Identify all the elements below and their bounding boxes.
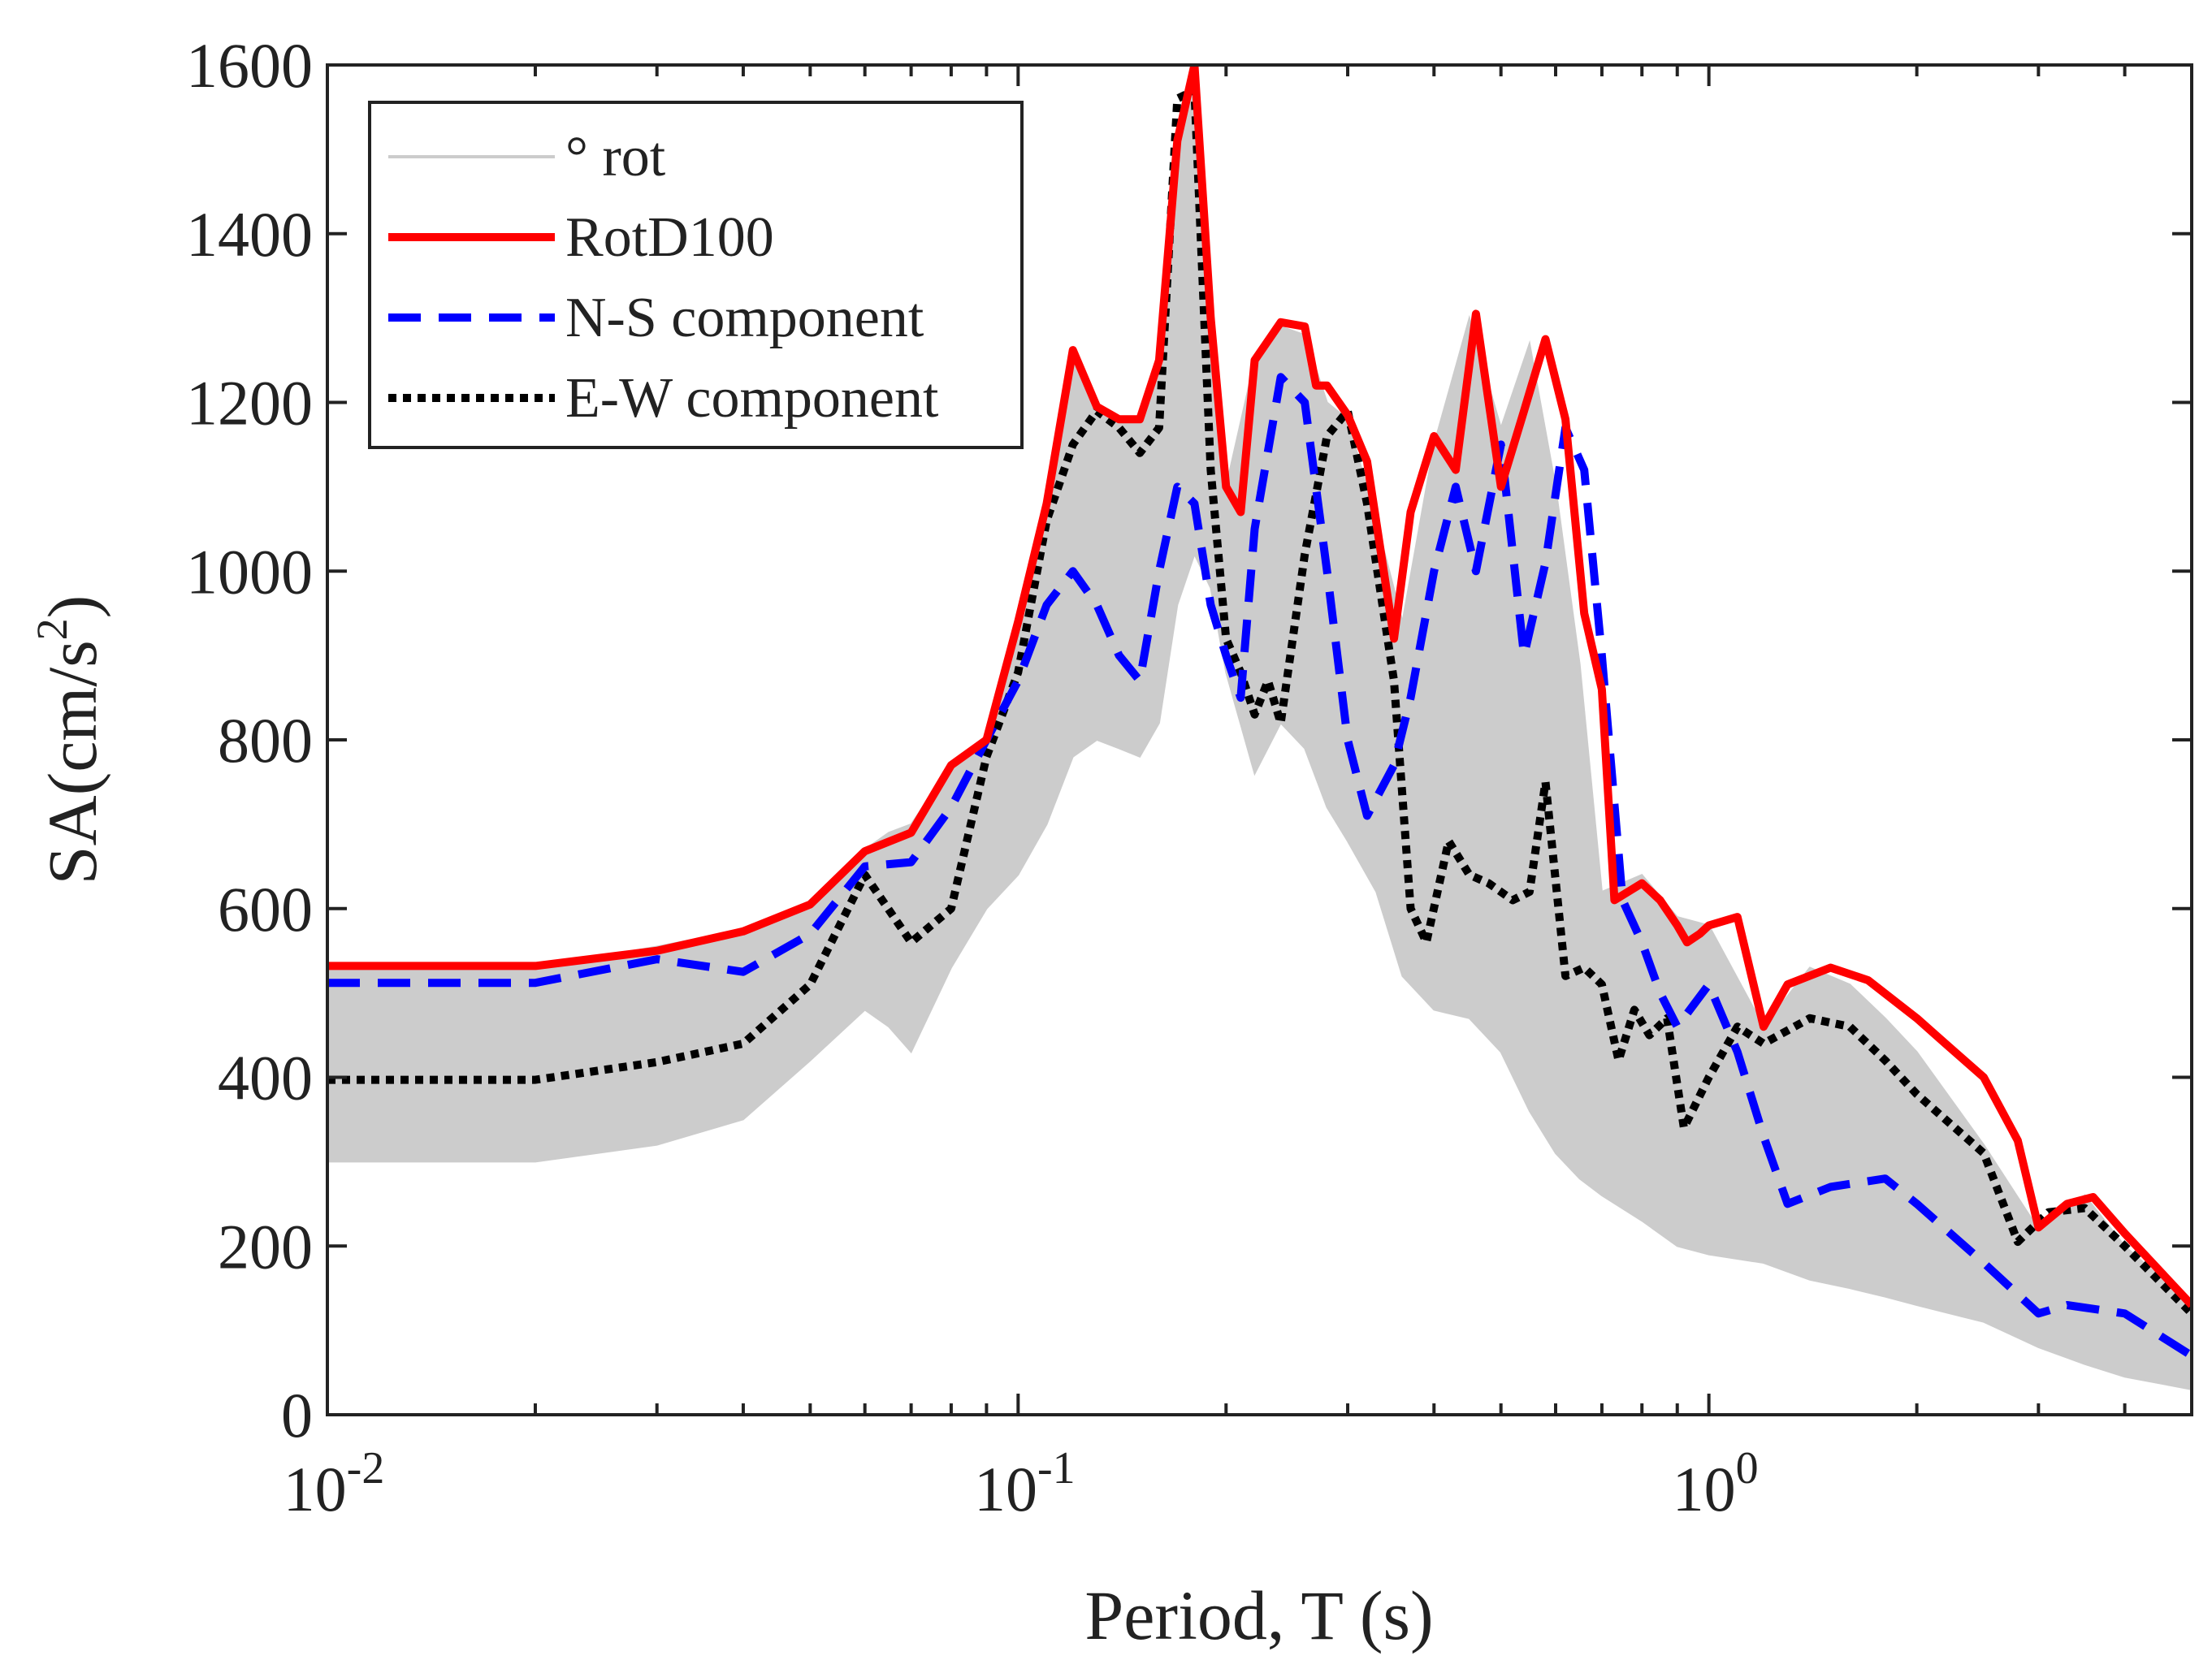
ns-component-line xyxy=(327,373,2192,1360)
y-tick-label: 400 xyxy=(218,1043,313,1113)
y-tick-label: 0 xyxy=(281,1380,313,1450)
legend-box xyxy=(368,101,1024,449)
y-tick-label: 1200 xyxy=(186,368,313,439)
y-tick-label: 200 xyxy=(218,1211,313,1282)
series-layer xyxy=(327,65,2192,1360)
y-tick-label: 1600 xyxy=(186,30,313,101)
x-tick-label: 100 xyxy=(1673,1443,1759,1524)
x-axis: 10-2 10-1 100 xyxy=(284,65,2193,1524)
rotd100-line xyxy=(327,65,2192,1308)
legend-label-rot: ° rot xyxy=(565,126,666,188)
x-tick-label: 10-1 xyxy=(974,1443,1076,1524)
y-axis-label: SA(cm/s2) xyxy=(28,595,111,885)
y-tick-label: 600 xyxy=(218,874,313,945)
legend-label-rotd100: RotD100 xyxy=(565,206,774,269)
x-tick-label: 10-2 xyxy=(284,1443,385,1524)
legend-label-ns: N-S component xyxy=(565,287,924,349)
legend-label-ew: E-W component xyxy=(565,367,939,430)
x-axis-label: Period, T (s) xyxy=(1084,1576,1433,1654)
y-axis: 0 200 400 600 800 1000 1200 1400 1600 xyxy=(186,30,2192,1450)
y-tick-label: 800 xyxy=(218,705,313,776)
ew-component-line xyxy=(327,86,2192,1316)
y-tick-label: 1400 xyxy=(186,199,313,270)
legend: ° rot RotD100 N-S component E-W componen… xyxy=(368,101,1024,449)
y-tick-label: 1000 xyxy=(186,536,313,607)
